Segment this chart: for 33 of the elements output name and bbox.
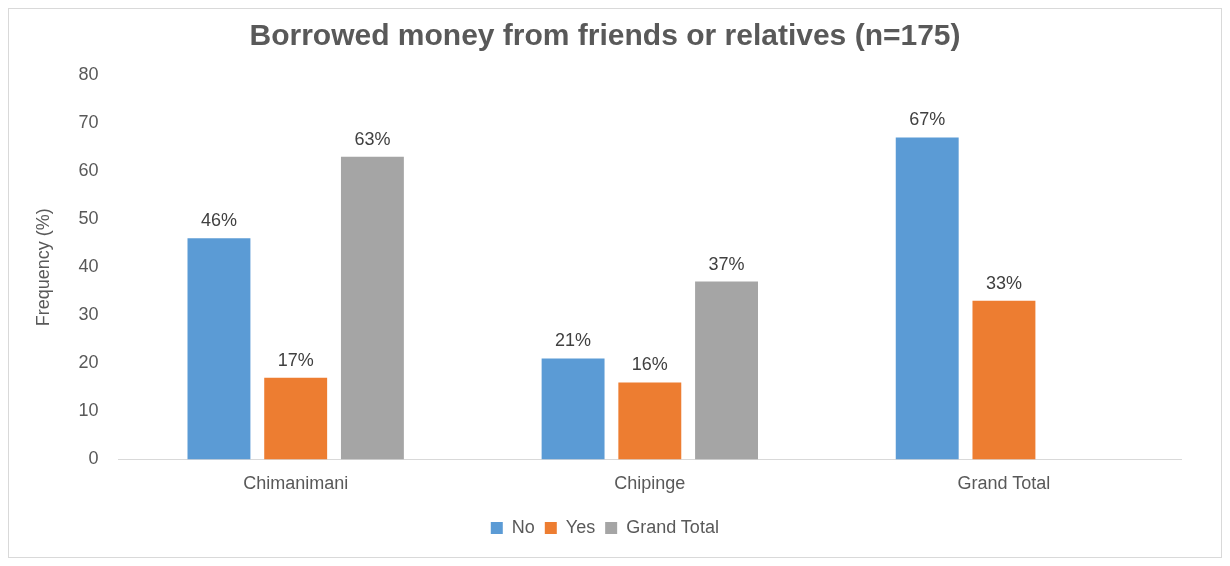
bar <box>340 156 404 460</box>
y-tick-label: 70 <box>78 112 99 133</box>
data-label: 16% <box>631 354 668 375</box>
y-tick-label: 60 <box>78 160 99 181</box>
legend-label: Grand Total <box>626 516 719 537</box>
y-tick-label: 20 <box>78 352 99 373</box>
bar <box>541 358 605 460</box>
y-tick-label: 80 <box>78 63 99 84</box>
y-tick-label: 50 <box>78 208 99 229</box>
legend-label: Yes <box>565 516 596 537</box>
legend-label: No <box>511 516 535 537</box>
y-tick-label: 40 <box>78 256 99 277</box>
bar <box>972 300 1036 460</box>
x-tick-label: Chimanimani <box>243 473 349 494</box>
bar <box>618 382 682 460</box>
y-tick-label: 30 <box>78 304 99 325</box>
bar <box>264 377 328 460</box>
y-tick-label: 0 <box>88 448 99 469</box>
x-tick-label: Grand Total <box>957 473 1051 494</box>
data-label: 46% <box>200 210 237 231</box>
y-tick-label: 10 <box>78 400 99 421</box>
data-label: 21% <box>555 330 592 351</box>
x-tick-label: Chipinge <box>614 473 686 494</box>
data-label: 17% <box>277 349 314 370</box>
data-label: 63% <box>354 128 391 149</box>
data-label: 33% <box>985 272 1022 293</box>
y-axis-title: Frequency (%) <box>32 208 53 327</box>
bar <box>695 281 758 460</box>
data-label: 37% <box>708 253 745 274</box>
data-label: 67% <box>909 109 946 130</box>
bar <box>187 238 251 460</box>
chart-title: Borrowed money from friends or relatives (n=175) <box>249 18 961 52</box>
bar <box>895 137 959 460</box>
